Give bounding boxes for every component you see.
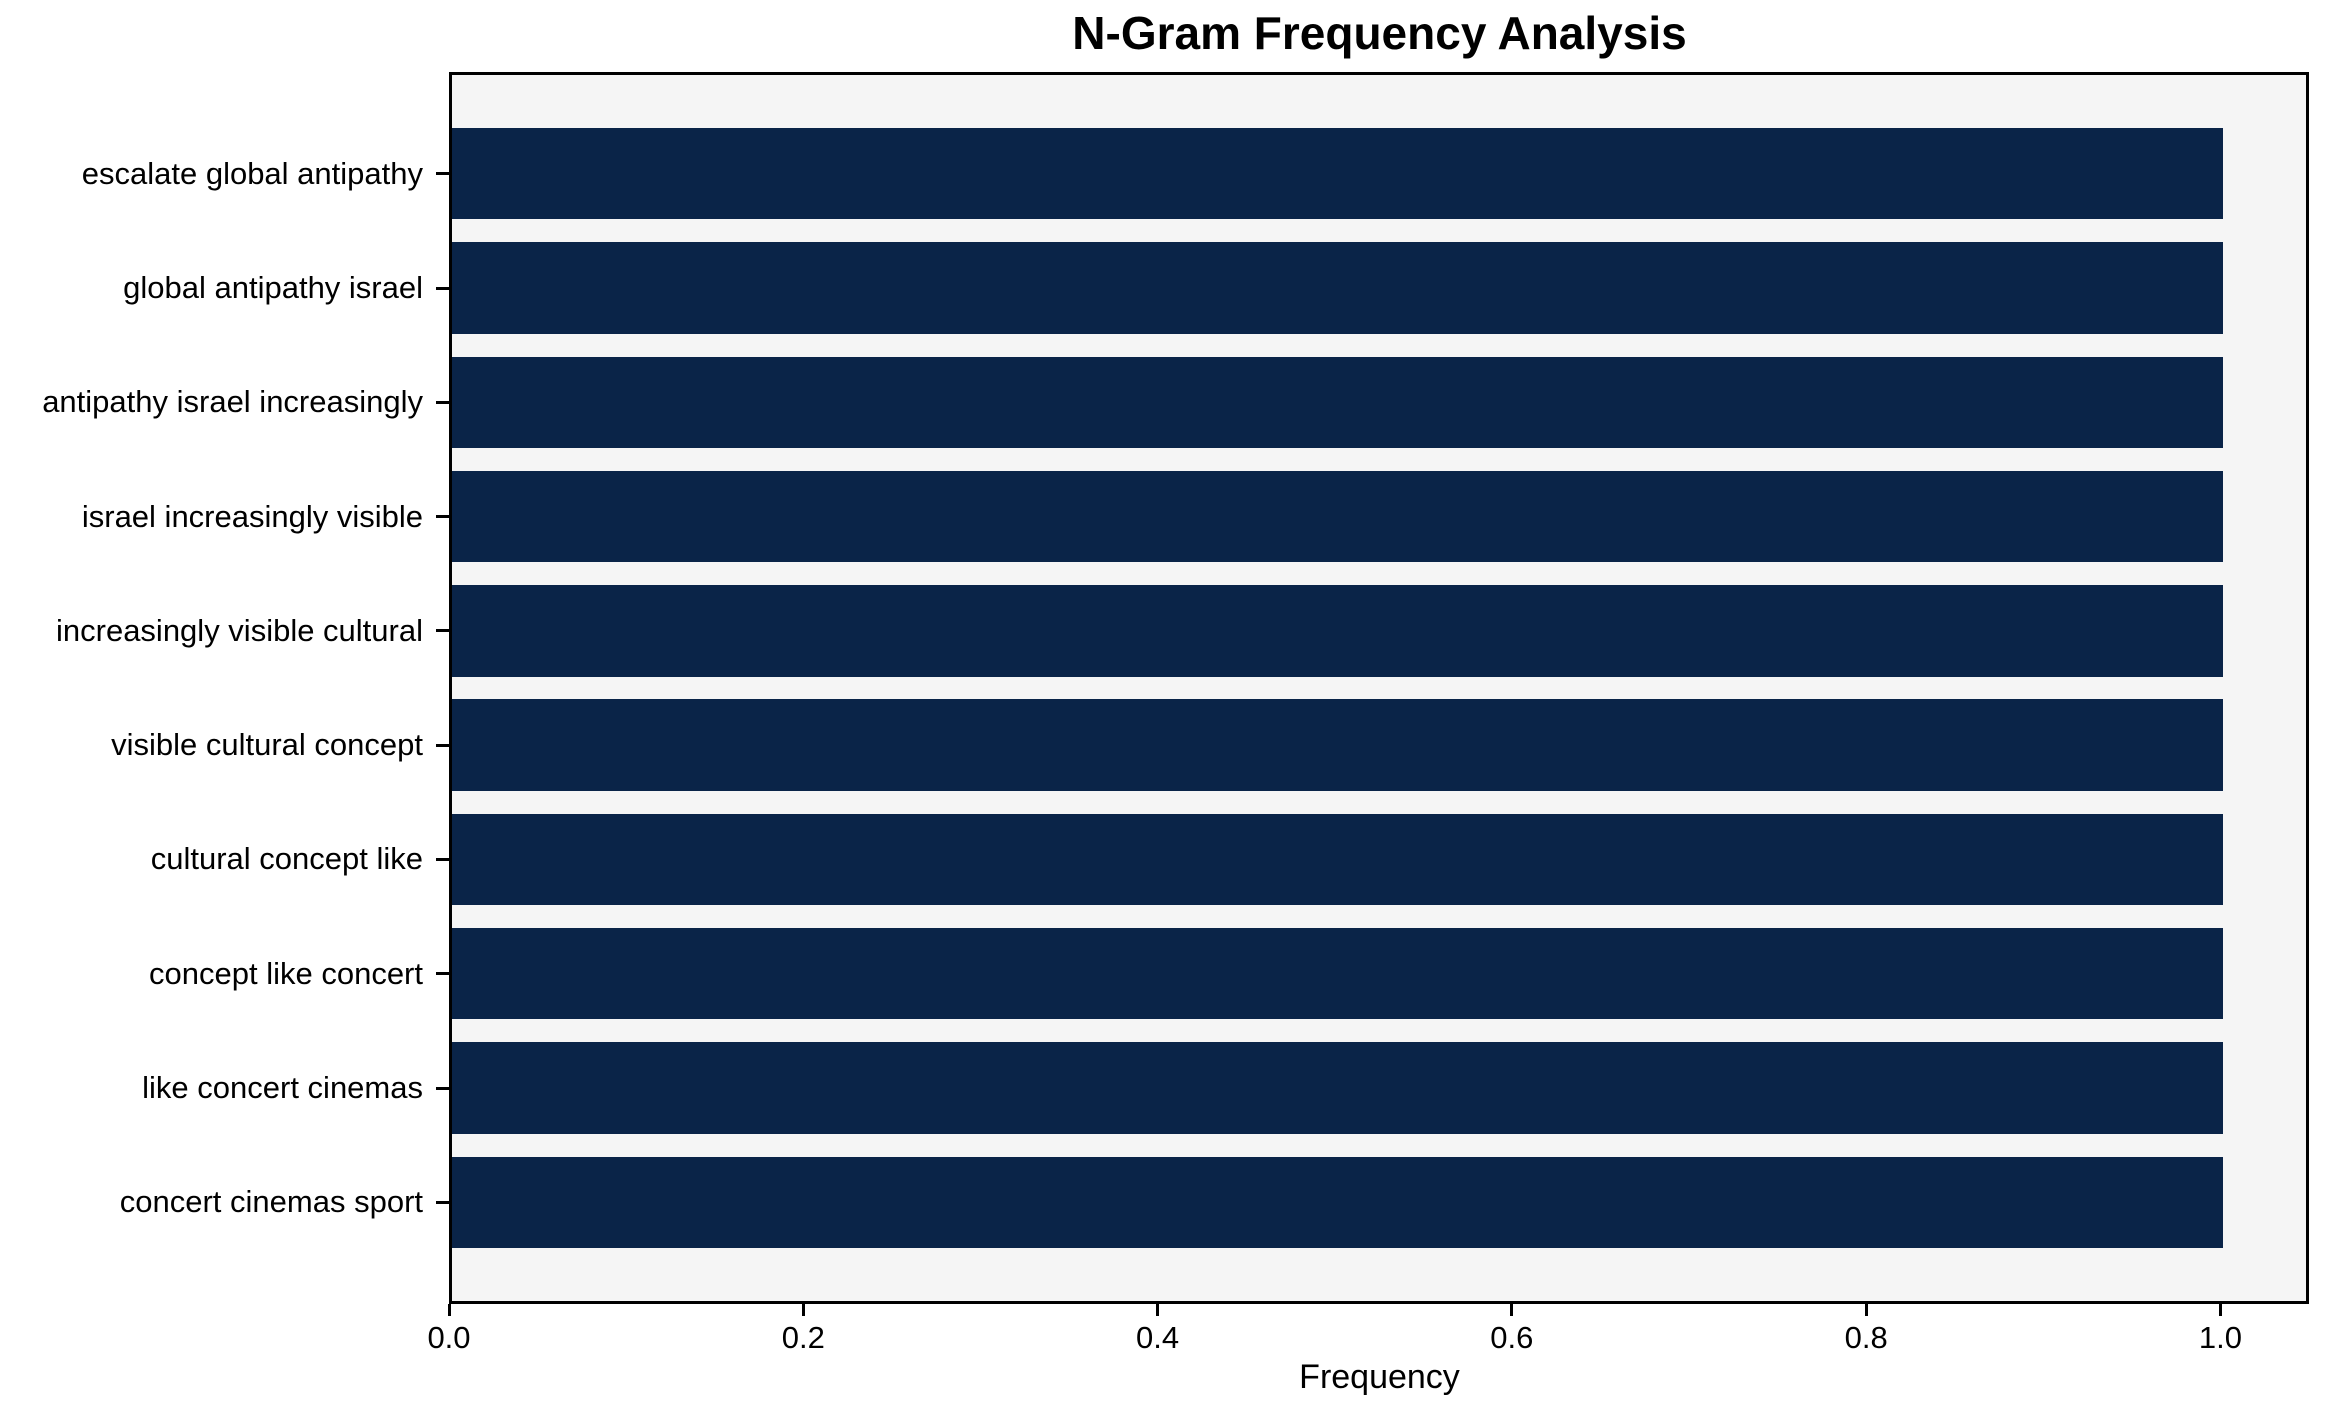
y-tick-mark bbox=[436, 1200, 449, 1204]
bar bbox=[452, 356, 2224, 448]
bar bbox=[452, 128, 2224, 220]
y-tick-mark bbox=[436, 629, 449, 633]
x-tick-mark bbox=[801, 1304, 805, 1316]
x-tick-mark bbox=[1510, 1304, 1514, 1316]
y-tick-mark bbox=[436, 1086, 449, 1090]
bar bbox=[452, 1156, 2224, 1248]
x-tick-label: 0.8 bbox=[1844, 1320, 1888, 1355]
y-tick-mark bbox=[436, 515, 449, 519]
x-tick-mark bbox=[1156, 1304, 1160, 1316]
y-tick-label: like concert cinemas bbox=[142, 1070, 423, 1105]
y-tick-mark bbox=[436, 286, 449, 290]
y-tick-label: global antipathy israel bbox=[123, 270, 423, 305]
x-tick-mark bbox=[447, 1304, 451, 1316]
y-tick-label: concept like concert bbox=[149, 955, 423, 991]
y-tick-label: concert cinemas sport bbox=[119, 1184, 423, 1220]
bar bbox=[452, 813, 2224, 906]
bar bbox=[452, 1042, 2224, 1134]
x-axis-label: Frequency bbox=[1299, 1358, 1460, 1396]
x-tick-label: 0.6 bbox=[1490, 1320, 1534, 1355]
y-tick-mark bbox=[436, 972, 449, 976]
y-tick-label: escalate global antipathy bbox=[81, 155, 423, 191]
x-tick-mark bbox=[1864, 1304, 1868, 1316]
x-tick-label: 0.0 bbox=[427, 1320, 471, 1355]
y-tick-label: increasingly visible cultural bbox=[56, 612, 423, 648]
y-tick-label: israel increasingly visible bbox=[81, 498, 423, 534]
chart-title: N-Gram Frequency Analysis bbox=[1072, 7, 1687, 59]
bar bbox=[452, 470, 2224, 563]
x-tick-mark bbox=[2218, 1304, 2222, 1316]
y-tick-label: cultural concept like bbox=[150, 841, 423, 877]
bar bbox=[452, 928, 2224, 1020]
plot-area bbox=[449, 72, 2309, 1304]
x-tick-label: 1.0 bbox=[2198, 1320, 2242, 1355]
x-tick-label: 0.2 bbox=[781, 1320, 825, 1355]
y-tick-mark bbox=[436, 400, 449, 404]
y-tick-mark bbox=[436, 857, 449, 861]
bar bbox=[452, 585, 2224, 677]
y-tick-mark bbox=[436, 172, 449, 176]
y-tick-label: antipathy israel increasingly bbox=[42, 384, 423, 420]
bar bbox=[452, 699, 2224, 791]
y-tick-label: visible cultural concept bbox=[111, 727, 423, 763]
y-tick-mark bbox=[436, 743, 449, 747]
bar bbox=[452, 242, 2224, 334]
x-tick-label: 0.4 bbox=[1136, 1320, 1180, 1355]
